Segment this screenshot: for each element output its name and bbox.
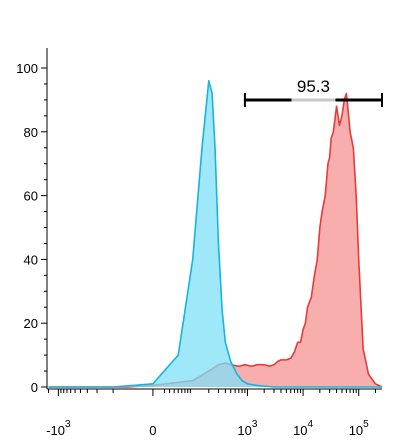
x-tick-label-1: 0 — [149, 423, 156, 438]
y-tick-label-20: 20 — [24, 316, 38, 331]
y-tick-label-80: 80 — [24, 125, 38, 140]
series-cyan-line — [48, 79, 382, 388]
y-tick-label-0: 0 — [31, 380, 38, 395]
axes: 0 20 40 60 80 100 -103 0 103 104 105 — [16, 48, 382, 438]
series-cyan-area — [48, 80, 383, 387]
y-tick-label-100: 100 — [16, 61, 38, 76]
y-tick-label-40: 40 — [24, 252, 38, 267]
gate-percent-label: 95.3 — [297, 77, 330, 96]
x-tick-label-0: -103 — [46, 419, 71, 438]
x-tick-label-4: 105 — [349, 419, 369, 438]
plot-area — [48, 79, 383, 388]
x-tick-label-2: 103 — [237, 419, 257, 438]
range-gate[interactable]: 95.3 — [243, 77, 383, 107]
x-tick-label-3: 104 — [293, 419, 313, 438]
y-tick-label-60: 60 — [24, 189, 38, 204]
